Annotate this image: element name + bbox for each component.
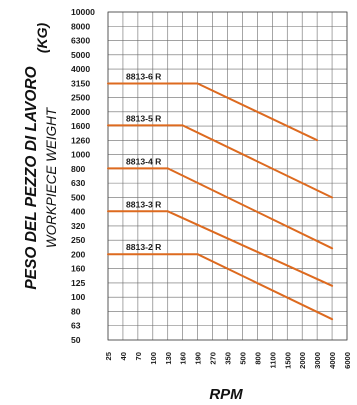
y-axis-title: PESO DEL PEZZO DI LAVORO [23,66,40,289]
y-tick-label: 1600 [71,121,90,131]
x-tick-label: 25 [104,351,113,360]
series-line [107,82,319,142]
series-label: 8813-3 R [126,199,162,209]
x-tick-label: 3000 [313,352,322,369]
x-tick-label: 350 [224,352,233,365]
series-lines [107,82,334,321]
x-tick-label: 6000 [343,352,352,369]
series-line [107,124,334,199]
y-tick-label: 3150 [71,78,90,88]
series-label: 8813-4 R [126,156,162,166]
x-tick-label: 130 [164,352,173,365]
y-tick-label: 2000 [71,107,90,117]
x-tick-labels: 25 40 70 100 130 160 190 270 350 500 800 1100 1500 20… [104,351,352,369]
x-tick-label: 800 [253,352,262,365]
series-label: 8813-5 R [126,113,162,123]
series-label: 8813-6 R [126,72,162,82]
y-tick-label: 250 [71,235,86,245]
y-tick-label: 8000 [71,21,90,31]
y-tick-label: 100 [71,292,86,302]
y-tick-label: 63 [71,321,81,331]
plot-frame [107,11,348,341]
y-tick-label: 50 [71,335,81,345]
x-tick-label: 190 [194,352,203,365]
x-tick-label: 500 [238,352,247,365]
series-labels: 8813-6 R 8813-5 R 8813-4 R 8813-3 R 8813-2 R [126,72,162,253]
y-tick-label: 160 [71,264,86,274]
x-tick-label: 160 [179,352,188,365]
grid [107,11,348,341]
x-tick-label: 1100 [268,352,277,368]
x-tick-label: 1500 [283,352,292,369]
series-line [107,253,334,321]
y-tick-labels: 10000 8000 6300 5000 4000 3150 2500 2000 1600 126… [71,7,95,345]
series-label: 8813-2 R [126,242,162,252]
y-tick-label: 500 [71,192,86,202]
x-tick-label: 4000 [328,352,337,369]
series-line [107,210,334,287]
x-tick-label: 40 [119,352,128,360]
y-tick-label: 10000 [71,7,95,17]
x-tick-label: 100 [149,352,158,365]
y-tick-label: 800 [71,164,86,174]
y-axis-unit: (KG) [34,23,50,54]
x-tick-label: 270 [209,352,218,365]
y-tick-label: 320 [71,221,86,231]
y-tick-label: 200 [71,249,86,259]
series-line [107,167,334,250]
x-tick-label: 70 [134,352,143,360]
y-tick-label: 630 [71,178,86,188]
y-tick-label: 4000 [71,64,90,74]
y-tick-label: 1260 [71,135,90,145]
y-tick-label: 5000 [71,50,90,60]
y-axis-subtitle: WORKPIECE WEIGHT [44,106,59,248]
x-tick-label: 2000 [298,352,307,369]
y-tick-label: 1000 [71,150,90,160]
y-tick-label: 80 [71,306,81,316]
y-tick-label: 6300 [71,36,90,46]
y-tick-label: 2500 [71,93,90,103]
x-axis-title: RPM [209,386,243,403]
y-tick-label: 400 [71,207,86,217]
y-tick-label: 125 [71,278,86,288]
